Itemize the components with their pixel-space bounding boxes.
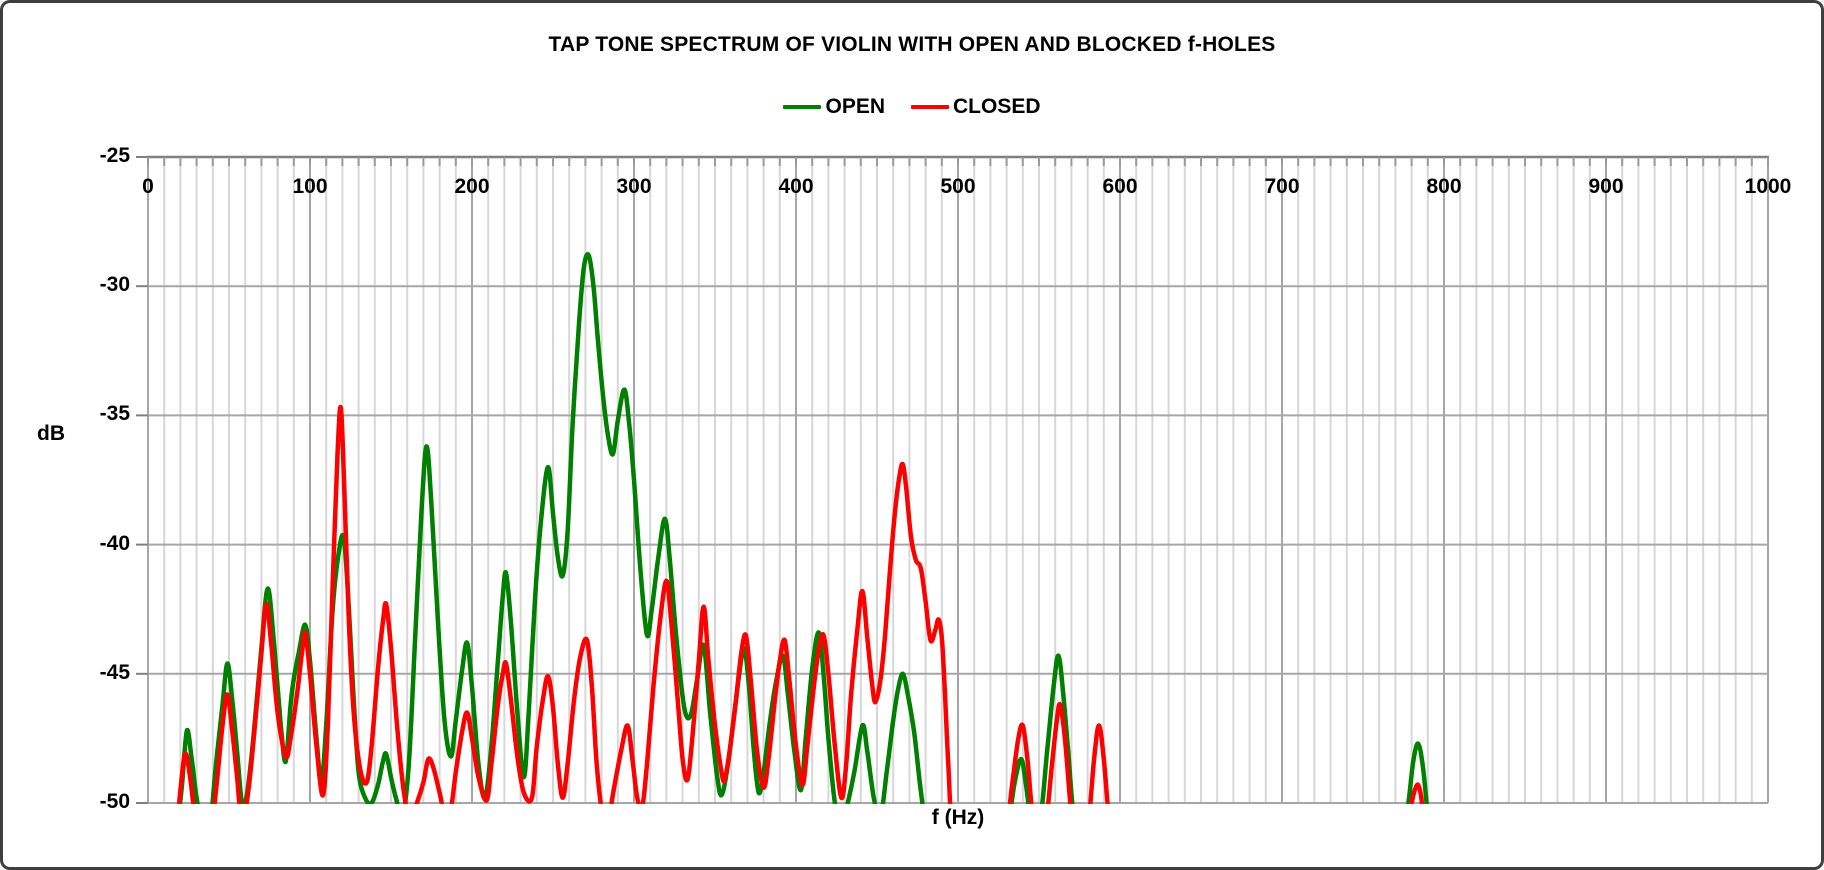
legend-item-closed: CLOSED: [911, 95, 1041, 119]
legend-swatch-closed-line: [911, 105, 949, 109]
y-axis-title: dB: [37, 422, 65, 445]
x-tick-label: 300: [616, 175, 652, 198]
y-tick-label: -30: [99, 273, 130, 297]
x-tick-label: 600: [1102, 175, 1138, 198]
x-tick-label: 700: [1264, 175, 1300, 198]
x-tick-label: 0: [142, 175, 154, 198]
x-tick-label: 200: [454, 175, 490, 198]
y-tick-label: -40: [99, 531, 130, 555]
x-tick-label: 500: [940, 175, 976, 198]
chart-title: TAP TONE SPECTRUM OF VIOLIN WITH OPEN AN…: [548, 33, 1276, 56]
y-tick-label: -45: [99, 660, 130, 684]
x-axis-title: f (Hz): [931, 806, 985, 829]
legend-swatch-open-line: [783, 105, 822, 109]
series-line-closed: [176, 404, 1425, 804]
x-tick-label: 400: [778, 175, 814, 198]
x-tick-label: 900: [1588, 175, 1624, 198]
y-tick-label: -35: [99, 402, 130, 426]
y-tick-label: -25: [99, 144, 130, 167]
y-tick-label: -50: [99, 790, 130, 813]
legend-label-closed: CLOSED: [953, 95, 1041, 118]
spectrum-plot: [136, 155, 1769, 804]
legend-item-open: OPEN: [783, 95, 885, 119]
legend: OPEN CLOSED: [3, 95, 1821, 119]
x-tick-label: 800: [1426, 175, 1462, 198]
legend-label-open: OPEN: [825, 95, 885, 118]
x-tick-label: 1000: [1744, 175, 1792, 198]
x-tick-label: 100: [292, 175, 328, 198]
